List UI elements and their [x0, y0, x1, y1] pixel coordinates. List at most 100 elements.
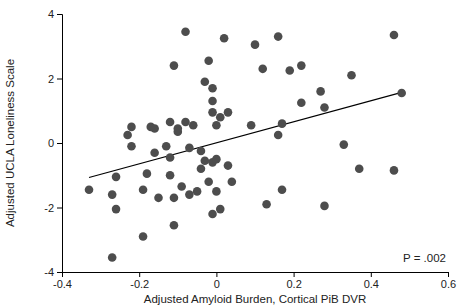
point [390, 31, 399, 40]
tick: 4 [48, 8, 62, 20]
point [274, 131, 283, 140]
point [262, 200, 271, 209]
tick: 0.4 [364, 272, 379, 290]
point [339, 140, 348, 149]
point [212, 187, 221, 196]
tick-label: 0.2 [286, 278, 301, 290]
point [162, 142, 171, 151]
point [247, 121, 256, 130]
tick-label: 2 [48, 73, 54, 85]
tick: -2 [44, 202, 62, 214]
point [166, 153, 175, 162]
point [320, 202, 329, 211]
point [224, 108, 233, 117]
point [297, 98, 306, 107]
data-area [85, 27, 406, 261]
point [112, 173, 121, 182]
point [197, 147, 206, 156]
tick: -0.4 [53, 272, 72, 290]
point [108, 253, 117, 262]
tick-label: -2 [44, 202, 54, 214]
point [85, 185, 94, 194]
point [397, 89, 406, 98]
tick-mark [57, 14, 62, 15]
point [143, 169, 152, 178]
tick-mark [139, 272, 140, 277]
point [108, 190, 117, 199]
point [123, 131, 132, 140]
tick-label: 0 [214, 278, 220, 290]
tick-label: 4 [48, 8, 54, 20]
point [278, 185, 287, 194]
point [204, 177, 213, 186]
point [220, 34, 229, 43]
point [251, 40, 260, 49]
point [204, 56, 213, 65]
tick-label: -0.4 [53, 278, 72, 290]
point [212, 121, 221, 130]
x-axis: -0.4 -0.2 0 0.2 0.4 0.6 [53, 272, 456, 290]
point [216, 113, 225, 122]
point [224, 161, 233, 170]
point [181, 118, 190, 127]
plot: -0.4 -0.2 0 0.2 0.4 0.6 -4 -2 0 2 4 [44, 8, 456, 290]
tick-mark [57, 208, 62, 209]
point [170, 61, 179, 70]
point [212, 155, 221, 164]
point [216, 205, 225, 214]
chart: -0.4 -0.2 0 0.2 0.4 0.6 -4 -2 0 2 4 Adjusted Amyloi… [0, 0, 460, 308]
point [258, 65, 267, 74]
y-axis-title: Adjusted UCLA Loneliness Scale [4, 59, 16, 227]
annotation: P = .002 [403, 252, 446, 264]
x-axis-title: Adjusted Amyloid Burden, Cortical PiB DV… [144, 293, 366, 305]
tick: 0.2 [286, 272, 301, 290]
tick-mark [294, 272, 295, 277]
point [297, 61, 306, 70]
point [347, 71, 356, 80]
point [170, 221, 179, 230]
tick-mark [448, 272, 449, 277]
point [355, 165, 364, 174]
point [139, 185, 148, 194]
point [127, 142, 136, 151]
tick-label: -4 [44, 266, 54, 278]
point [150, 148, 159, 157]
point [185, 190, 194, 199]
tick-label: 0 [48, 137, 54, 149]
point [201, 77, 210, 86]
tick-mark [371, 272, 372, 277]
tick: 0 [214, 272, 220, 290]
point [390, 166, 399, 175]
point [170, 194, 179, 203]
axis-line [57, 15, 63, 273]
point [320, 103, 329, 112]
point [278, 119, 287, 128]
tick-mark [57, 272, 62, 273]
point [197, 165, 206, 174]
point [139, 232, 148, 241]
tick-label: 0.4 [364, 278, 379, 290]
tick: -0.2 [130, 272, 149, 290]
point [285, 66, 294, 75]
tick: -4 [44, 266, 62, 278]
point [185, 144, 194, 153]
point [166, 171, 175, 180]
axis-line [63, 273, 449, 278]
point [228, 177, 237, 186]
point [316, 87, 325, 96]
point [189, 121, 198, 130]
tick: 2 [48, 73, 62, 85]
point [193, 187, 202, 196]
tick: 0.6 [441, 272, 456, 290]
tick: 0 [48, 137, 62, 149]
tick-mark [57, 143, 62, 144]
point [174, 124, 183, 133]
point [208, 210, 217, 219]
tick-mark [57, 79, 62, 80]
point [208, 108, 217, 117]
fit-line [89, 92, 402, 177]
point [154, 194, 163, 203]
point [150, 124, 159, 133]
point [127, 123, 136, 132]
y-axis: -4 -2 0 2 4 [44, 8, 62, 278]
